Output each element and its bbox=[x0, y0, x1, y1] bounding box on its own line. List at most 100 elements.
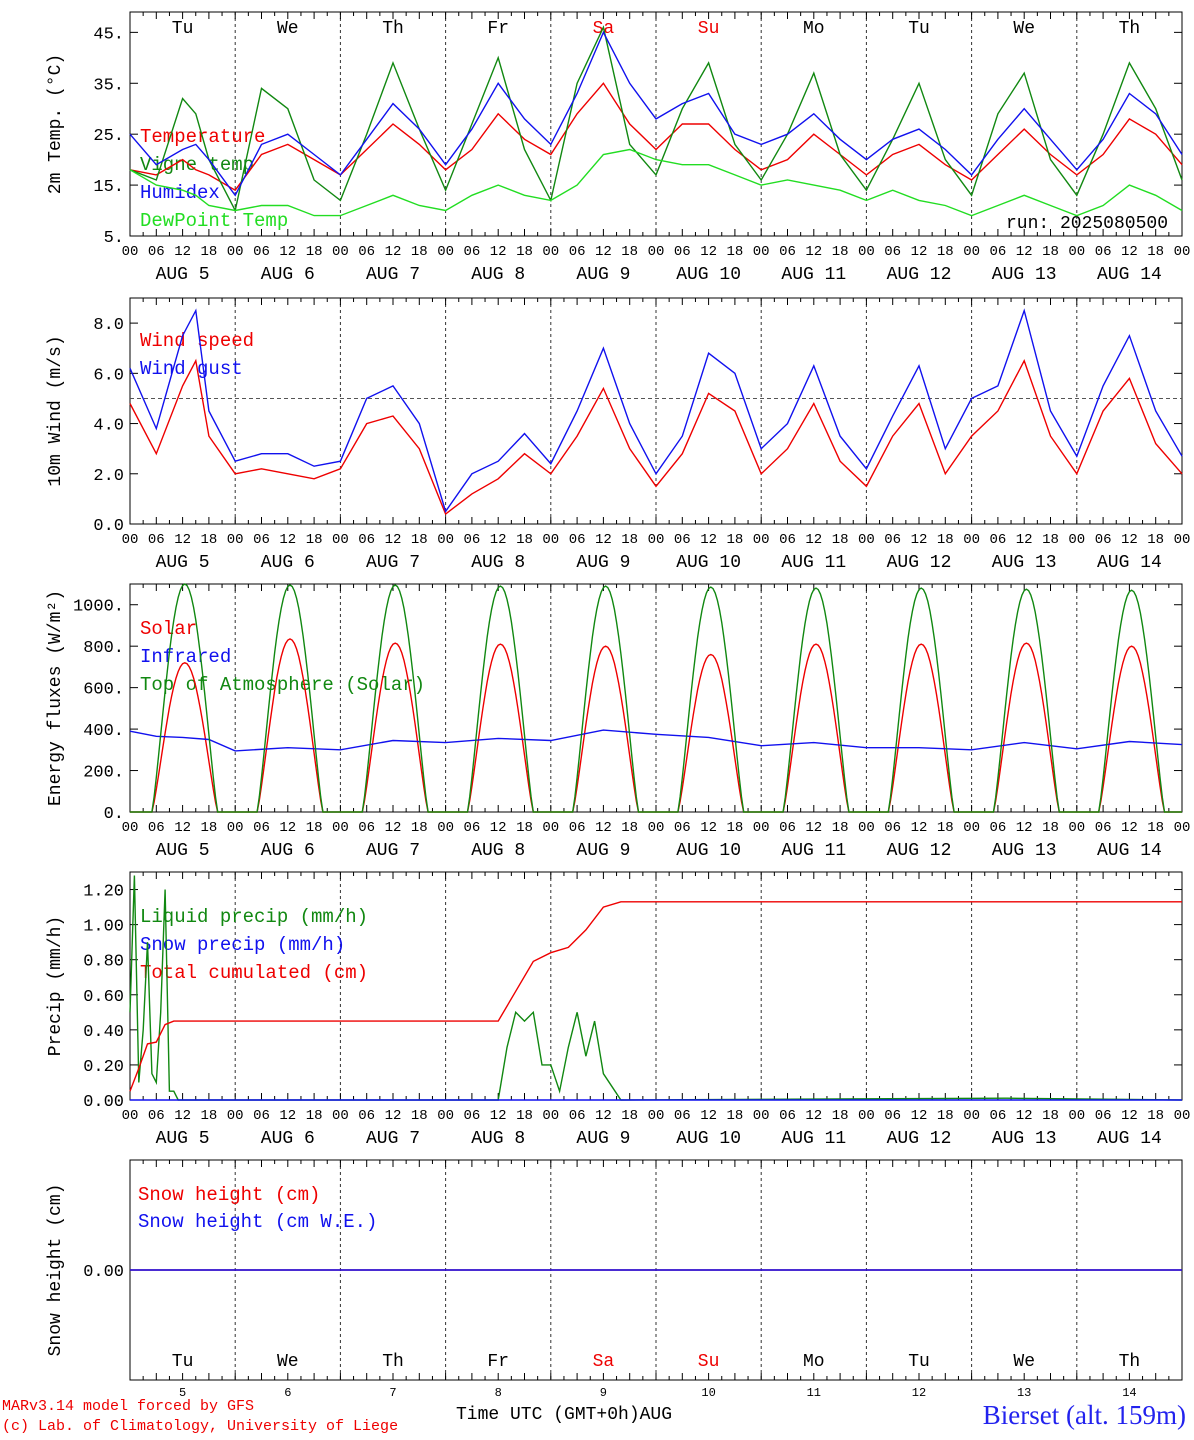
hour-tick-label: 00 bbox=[1068, 244, 1085, 260]
y-tick-label: 35. bbox=[93, 76, 124, 95]
hour-tick-label: 12 bbox=[911, 820, 928, 836]
hour-tick-label: 18 bbox=[306, 532, 323, 548]
hour-tick-label: 06 bbox=[569, 532, 586, 548]
hour-tick-label: 18 bbox=[516, 532, 533, 548]
hour-tick-label: 00 bbox=[437, 532, 454, 548]
hour-tick-label: 12 bbox=[911, 244, 928, 260]
hour-tick-label: 06 bbox=[779, 532, 796, 548]
hour-tick-label: 06 bbox=[884, 244, 901, 260]
date-label: AUG 9 bbox=[576, 841, 630, 861]
y-tick-label: 45. bbox=[93, 25, 124, 44]
lab-caption: (c) Lab. of Climatology, University of L… bbox=[2, 1418, 399, 1435]
hour-tick-label: 12 bbox=[1121, 1108, 1138, 1124]
series-line bbox=[129, 901, 1182, 1092]
hour-tick-label: 00 bbox=[648, 820, 665, 836]
hour-tick-label: 18 bbox=[516, 244, 533, 260]
hour-tick-label: 00 bbox=[858, 244, 875, 260]
hour-tick-label: 12 bbox=[174, 1108, 191, 1124]
hour-tick-label: 00 bbox=[332, 1108, 349, 1124]
day-name: Tu bbox=[172, 1352, 194, 1372]
hour-tick-label: 00 bbox=[542, 820, 559, 836]
date-label: AUG 10 bbox=[676, 265, 741, 285]
hour-tick-label: 18 bbox=[306, 820, 323, 836]
hour-tick-label: 00 bbox=[1068, 1108, 1085, 1124]
hour-tick-label: 06 bbox=[1095, 532, 1112, 548]
hour-tick-label: 06 bbox=[253, 244, 270, 260]
hour-tick-label: 06 bbox=[358, 244, 375, 260]
hour-tick-label: 00 bbox=[122, 1108, 139, 1124]
hour-tick-label: 06 bbox=[148, 820, 165, 836]
hour-tick-label: 00 bbox=[1174, 532, 1191, 548]
hour-tick-label: 00 bbox=[963, 532, 980, 548]
hour-tick-label: 18 bbox=[1147, 244, 1164, 260]
date-label: AUG 6 bbox=[261, 1129, 315, 1149]
hour-tick-label: 06 bbox=[674, 244, 691, 260]
series-line bbox=[130, 583, 1182, 813]
day-name: Tu bbox=[908, 19, 930, 39]
hour-tick-label: 18 bbox=[621, 1108, 638, 1124]
y-axis-label: 10m Wind (m/s) bbox=[46, 335, 66, 486]
hour-tick-label: 18 bbox=[726, 244, 743, 260]
hour-tick-label: 18 bbox=[200, 820, 217, 836]
day-name: Su bbox=[698, 1352, 720, 1372]
date-label: AUG 6 bbox=[261, 265, 315, 285]
y-tick-label: 0.00 bbox=[83, 1263, 124, 1282]
series-line bbox=[129, 25, 1183, 213]
y-tick-label: 0.20 bbox=[83, 1058, 124, 1077]
day-name: Fr bbox=[487, 1352, 509, 1372]
date-label: AUG 11 bbox=[781, 1129, 846, 1149]
day-name: Tu bbox=[172, 19, 194, 39]
hour-tick-label: 12 bbox=[279, 1108, 296, 1124]
day-name: Th bbox=[382, 19, 404, 39]
hour-tick-label: 18 bbox=[411, 820, 428, 836]
hour-tick-label: 18 bbox=[621, 244, 638, 260]
hour-tick-label: 00 bbox=[963, 1108, 980, 1124]
legend-entry: Liquid precip (mm/h) bbox=[140, 906, 368, 928]
y-tick-label: 200. bbox=[83, 764, 124, 783]
date-label: AUG 13 bbox=[992, 841, 1057, 861]
hour-tick-label: 12 bbox=[700, 244, 717, 260]
date-label: AUG 5 bbox=[156, 265, 210, 285]
hour-tick-label: 12 bbox=[279, 244, 296, 260]
day-name: Mo bbox=[803, 19, 825, 39]
hour-tick-label: 00 bbox=[332, 532, 349, 548]
day-number: 11 bbox=[807, 1386, 821, 1400]
hour-tick-label: 12 bbox=[1121, 244, 1138, 260]
legend-entry: Snow height (cm W.E.) bbox=[138, 1211, 377, 1233]
station-label: Bierset (alt. 159m) bbox=[982, 1400, 1186, 1430]
day-name: Fr bbox=[487, 19, 509, 39]
day-name: We bbox=[277, 1352, 299, 1372]
legend-entry: Vigne temp bbox=[140, 154, 254, 176]
day-name: Th bbox=[382, 1352, 404, 1372]
y-tick-label: 800. bbox=[83, 639, 124, 658]
date-label: AUG 6 bbox=[261, 553, 315, 573]
hour-tick-label: 06 bbox=[674, 820, 691, 836]
hour-tick-label: 00 bbox=[963, 244, 980, 260]
day-name: Th bbox=[1119, 1352, 1141, 1372]
hour-tick-label: 06 bbox=[1095, 1108, 1112, 1124]
hour-tick-label: 18 bbox=[306, 244, 323, 260]
y-tick-label: 400. bbox=[83, 722, 124, 741]
hour-tick-label: 00 bbox=[753, 244, 770, 260]
hour-tick-label: 06 bbox=[569, 1108, 586, 1124]
hour-tick-label: 00 bbox=[1174, 244, 1191, 260]
hour-tick-label: 00 bbox=[227, 820, 244, 836]
run-label: run: 2025080500 bbox=[1006, 214, 1168, 234]
legend-entry: Wind speed bbox=[140, 330, 254, 352]
legend-entry: Solar bbox=[140, 618, 197, 640]
hour-tick-label: 18 bbox=[832, 532, 849, 548]
date-label: AUG 10 bbox=[676, 553, 741, 573]
hour-tick-label: 18 bbox=[937, 1108, 954, 1124]
hour-tick-label: 06 bbox=[1095, 244, 1112, 260]
hour-tick-label: 12 bbox=[1016, 1108, 1033, 1124]
y-tick-label: 0.40 bbox=[83, 1023, 124, 1042]
y-axis-label: Energy fluxes (W/m²) bbox=[46, 590, 66, 806]
hour-tick-label: 12 bbox=[911, 532, 928, 548]
day-name: We bbox=[277, 19, 299, 39]
hour-tick-label: 06 bbox=[674, 1108, 691, 1124]
hour-tick-label: 18 bbox=[516, 820, 533, 836]
legend-entry: Total cumulated (cm) bbox=[140, 962, 368, 984]
date-label: AUG 14 bbox=[1097, 841, 1162, 861]
y-tick-label: 0.80 bbox=[83, 953, 124, 972]
hour-tick-label: 06 bbox=[569, 820, 586, 836]
